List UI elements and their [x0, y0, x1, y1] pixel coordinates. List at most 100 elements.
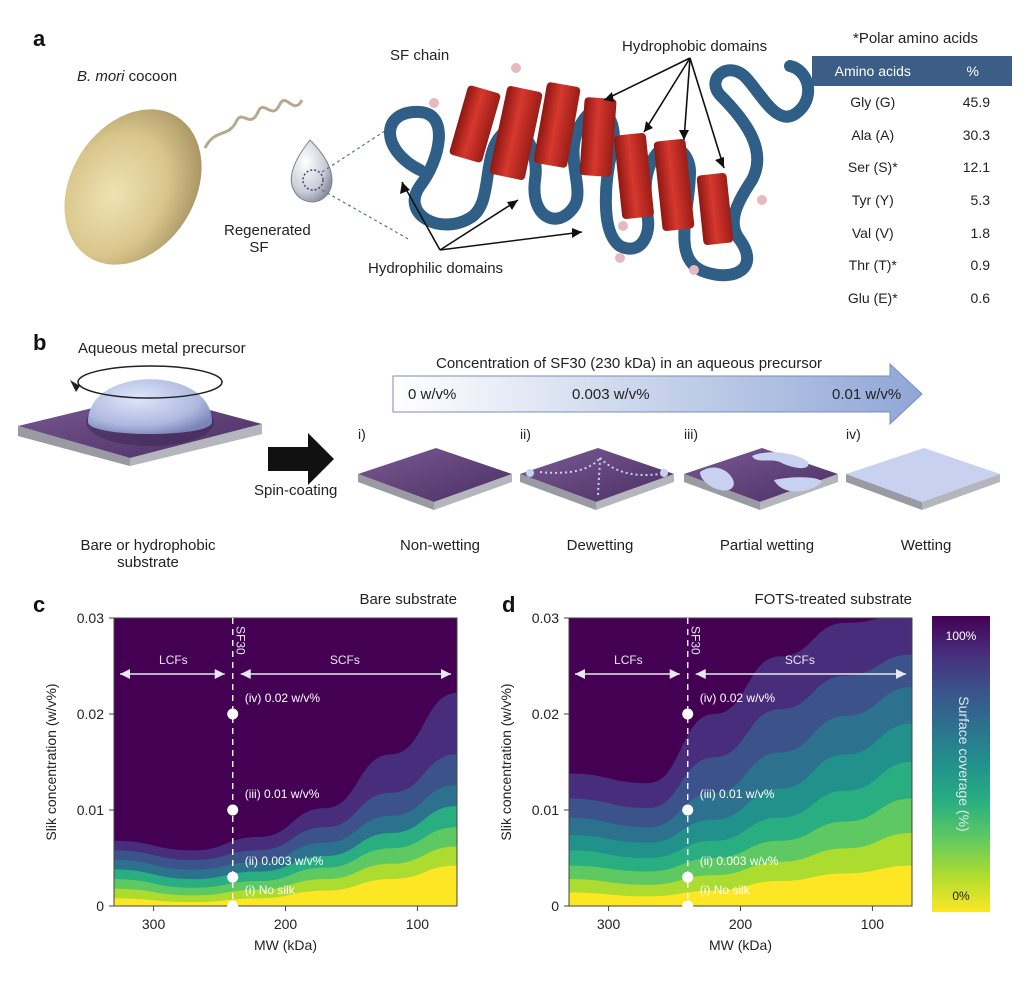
- table-header-amino: Amino acids: [812, 56, 934, 86]
- sf-chain-label: SF chain: [390, 47, 450, 64]
- panel-letter-a: a: [33, 26, 46, 51]
- y-tick-label: 0.03: [77, 610, 104, 626]
- outcome-partial-wetting: Partial wetting: [719, 537, 815, 554]
- y-tick-label: 0.02: [77, 706, 104, 722]
- panel-letter-c: c: [33, 592, 46, 617]
- sf-chain-tube: [384, 60, 815, 282]
- heatmap-fots-substrate: FOTS-treated substrate 0 0.01 0.02 0.03 300 20…: [498, 591, 913, 953]
- y-tick-label: 0.03: [532, 610, 559, 626]
- data-point-label: (iii) 0.01 w/v%: [700, 787, 775, 801]
- region-label-sf30: SF30: [234, 626, 248, 655]
- plate-dewetting: [520, 448, 674, 510]
- table-note: *Polar amino acids: [853, 30, 979, 47]
- hydrophobic-domains-label: Hydrophobic domains: [622, 38, 768, 55]
- heatmap-bare-substrate: Bare substrate 0 0.01 0.02 0.03 300 200 100 MW (…: [43, 591, 458, 953]
- stage-label-ii: ii): [520, 426, 531, 442]
- arrowhead: [896, 669, 906, 679]
- substrate-label: Bare or hydrophobic substrate: [80, 537, 216, 571]
- contour-band: [114, 865, 457, 906]
- panel-letter-b: b: [33, 330, 47, 355]
- x-tick-label: 100: [406, 916, 430, 932]
- spin-coating-label: Spin-coating: [254, 482, 338, 499]
- stage-label-i: i): [358, 426, 366, 442]
- x-tick-label: 300: [597, 916, 621, 932]
- y-tick-label: 0: [96, 898, 104, 914]
- arrow-tick-0: 0 w/v%: [408, 386, 457, 403]
- table-row: Tyr (Y) 5.3: [851, 192, 990, 209]
- table-row: Ala (A) 30.3: [851, 126, 990, 143]
- region-label-scfs: SCFs: [785, 653, 815, 667]
- arrow-tick-1: 0.003 w/v%: [572, 386, 650, 403]
- arrowhead: [695, 669, 706, 679]
- data-point: [682, 708, 694, 720]
- regenerated-sf-droplet: [290, 139, 333, 203]
- colorbar-title: Surface coverage (%): [956, 696, 972, 831]
- chart-title: FOTS-treated substrate: [754, 591, 912, 608]
- outcome-non-wetting: Non-wetting: [399, 537, 481, 554]
- chart-title: Bare substrate: [359, 591, 457, 608]
- x-axis-label: MW (kDa): [254, 937, 317, 953]
- table-header-pct: %: [933, 56, 1012, 86]
- table-row: Ser (S)* 12.1: [847, 159, 990, 176]
- data-point: [682, 900, 694, 912]
- table-row: Gly (G) 45.9: [850, 94, 990, 111]
- data-point-label: (iii) 0.01 w/v%: [245, 787, 320, 801]
- region-label-lcfs: LCFs: [614, 653, 643, 667]
- data-point-label: (i) No silk: [245, 883, 296, 897]
- heatmap-charts: Bare substrate 0 0.01 0.02 0.03 300 200 100 MW (…: [43, 591, 990, 953]
- x-axis-label: MW (kDa): [709, 937, 772, 953]
- stage-label-iii: iii): [684, 426, 698, 442]
- region-label-lcfs: LCFs: [159, 653, 188, 667]
- region-label-scfs: SCFs: [330, 653, 360, 667]
- data-point-label: (ii) 0.003 w/v%: [245, 854, 324, 868]
- colorbar-top-label: 100%: [946, 629, 977, 643]
- data-point: [227, 900, 239, 912]
- region-label-sf30: SF30: [689, 626, 703, 655]
- arrow-tick-2: 0.01 w/v%: [832, 386, 902, 403]
- data-point: [227, 804, 239, 816]
- y-tick-label: 0.02: [532, 706, 559, 722]
- data-point-label: (i) No silk: [700, 883, 751, 897]
- data-point: [227, 708, 239, 720]
- arrowhead: [441, 669, 451, 679]
- plate-non-wetting: [358, 448, 512, 510]
- y-tick-label: 0.01: [77, 802, 104, 818]
- concentration-arrow-title: Concentration of SF30 (230 kDa) in an aq…: [436, 355, 823, 372]
- y-axis-label: Slik concentration (w/v%): [498, 683, 514, 840]
- concentration-arrow: [392, 362, 923, 426]
- data-point-label: (iv) 0.02 w/v%: [245, 691, 321, 705]
- stage-label-iv: iv): [846, 426, 861, 442]
- surface-coverage-colorbar: 100% 0% Surface coverage (%): [932, 616, 990, 912]
- cocoon-label: B. mori cocoon: [77, 68, 178, 85]
- arrowhead: [669, 669, 680, 679]
- panel-letter-d: d: [502, 592, 516, 617]
- plate-partial-wetting: [684, 448, 838, 510]
- data-point: [682, 804, 694, 816]
- amino-acid-table: Amino acids % Gly (G) 45.9 Ala (A) 30.3 Se…: [812, 56, 1012, 314]
- data-point-label: (iv) 0.02 w/v%: [700, 691, 776, 705]
- table-row: Val (V) 1.8: [851, 224, 990, 241]
- arrowhead: [575, 669, 585, 679]
- plate-wetting: [846, 448, 1000, 510]
- contour-band: [569, 865, 912, 906]
- x-tick-label: 100: [861, 916, 885, 932]
- hydrophobic-domains: [449, 82, 734, 245]
- y-axis-label: Slik concentration (w/v%): [43, 683, 59, 840]
- data-point: [227, 871, 239, 883]
- colorbar-bottom-label: 0%: [952, 889, 970, 903]
- arrowhead: [214, 669, 225, 679]
- x-tick-label: 200: [274, 916, 298, 932]
- table-row: Glu (E)* 0.6: [847, 289, 990, 306]
- precursor-label: Aqueous metal precursor: [78, 340, 246, 357]
- y-tick-label: 0: [551, 898, 559, 914]
- arrowhead: [240, 669, 251, 679]
- colorbar-gradient: [932, 616, 990, 912]
- outcome-dewetting: Dewetting: [566, 537, 634, 554]
- arrowhead: [120, 669, 130, 679]
- panel-b-illustration: [18, 362, 1000, 510]
- substrate-with-precursor: [18, 365, 262, 466]
- data-point-label: (ii) 0.003 w/v%: [700, 854, 779, 868]
- outcome-wetting: Wetting: [900, 537, 952, 554]
- regenerated-sf-label: Regenerated SF: [224, 222, 311, 256]
- table-row: Thr (T)* 0.9: [848, 257, 990, 274]
